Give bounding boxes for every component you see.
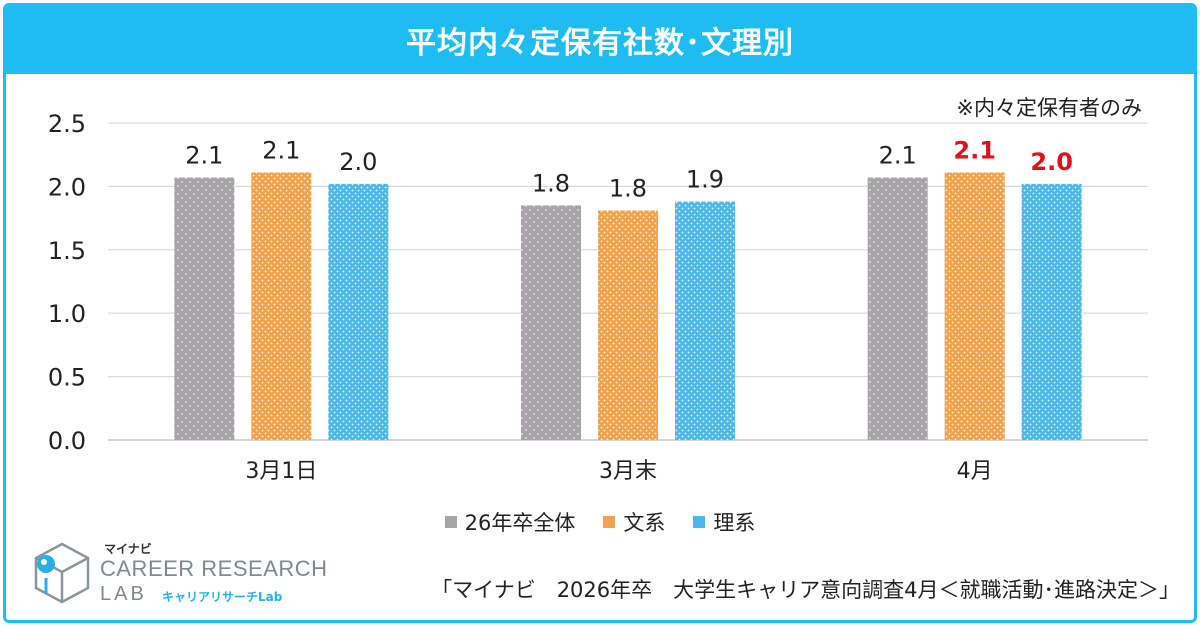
legend: 26年卒全体 文系 理系 (0, 507, 1200, 537)
data-label: 2.1 (953, 136, 996, 164)
bar (328, 183, 389, 440)
data-label: 2.1 (185, 142, 223, 170)
data-label: 1.8 (532, 169, 570, 197)
cube-logo-icon (34, 542, 90, 604)
bar-chart: 0.00.51.01.52.02.5 2.1 2.1 2.01.8 1.8 1.92.1… (48, 110, 1148, 484)
legend-item-humanities: 文系 (603, 507, 665, 537)
x-axis: 3月1日 3月末 4月 (245, 459, 992, 484)
y-tick-label: 0.5 (48, 364, 86, 392)
logo-brand: マイナビ (104, 542, 152, 556)
y-tick-label: 0.0 (48, 427, 86, 455)
data-label: 2.0 (339, 148, 377, 176)
bar (675, 201, 735, 440)
y-axis: 0.0 0.5 1.0 1.5 2.0 2.5 (48, 110, 86, 455)
legend-swatch-humanities (603, 516, 616, 528)
logo-subtitle: キャリアリサーチLab (162, 590, 283, 604)
data-label: 2.1 (879, 142, 917, 170)
logo-title-line1: CAREER RESEARCH (100, 556, 328, 581)
y-tick-label: 1.5 (48, 237, 86, 265)
bar (521, 205, 581, 440)
data-label: 1.9 (686, 166, 724, 194)
legend-label-sciences: 理系 (713, 511, 756, 535)
legend-label-all: 26年卒全体 (464, 511, 576, 535)
bars (174, 172, 1082, 441)
bar (1021, 183, 1082, 440)
y-tick-label: 1.0 (48, 300, 86, 328)
bar (251, 172, 312, 440)
source-citation: 「マイナビ 2026年卒 大学生キャリア意向調査4月＜就職活動･進路決定＞」 (431, 578, 1180, 602)
x-tick-label: 3月末 (599, 459, 657, 484)
bar (944, 172, 1005, 440)
bar (174, 177, 235, 441)
y-tick-label: 2.0 (48, 173, 86, 201)
chart-note: ※内々定保有者のみ (956, 96, 1142, 120)
data-labels: 2.1 2.1 2.0 1.8 1.8 1.9 2.1 2.1 2.0 (185, 136, 1073, 202)
legend-item-sciences: 理系 (693, 507, 755, 537)
chart-title: 平均内々定保有社数･文理別 (6, 6, 1194, 74)
career-research-lab-logo: マイナビ CAREER RESEARCH LAB キャリアリサーチLab (30, 538, 330, 612)
y-tick-label: 2.5 (48, 110, 86, 138)
logo-title-line2: LAB (100, 583, 147, 605)
bar (598, 210, 658, 440)
legend-swatch-sciences (693, 516, 706, 528)
legend-item-all: 26年卒全体 (444, 507, 576, 537)
data-label: 2.0 (1030, 148, 1073, 176)
data-label: 2.1 (262, 136, 300, 164)
x-tick-label: 3月1日 (245, 459, 317, 484)
legend-swatch-all (444, 516, 457, 528)
x-tick-label: 4月 (957, 459, 993, 484)
legend-label-humanities: 文系 (623, 511, 666, 535)
bar (867, 177, 928, 441)
data-label: 1.8 (609, 174, 647, 202)
